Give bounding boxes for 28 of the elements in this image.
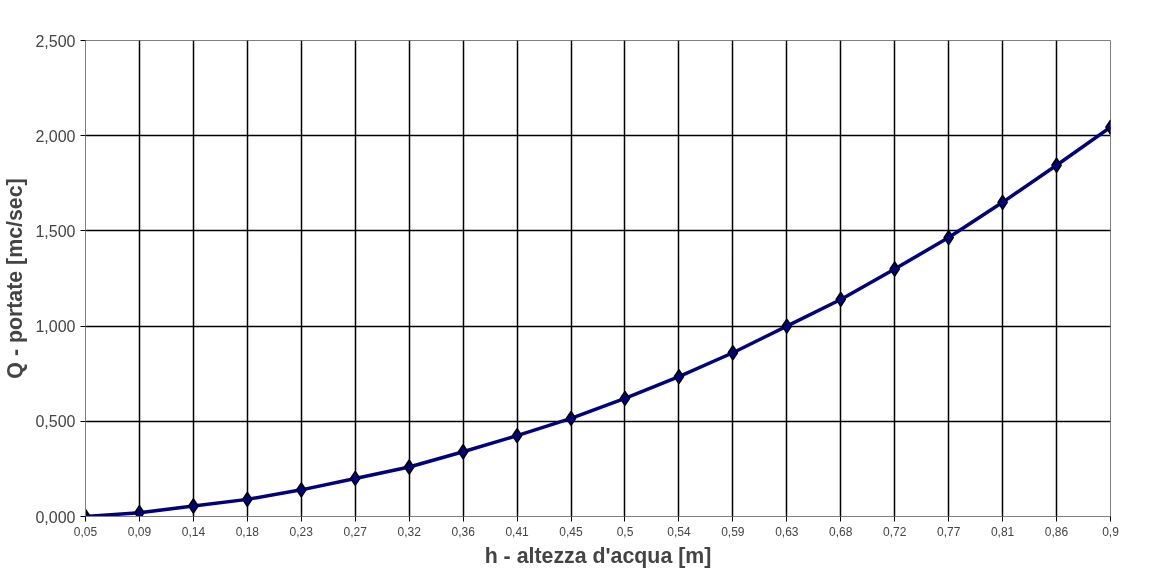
x-tick-label: 0,86 (1044, 524, 1069, 539)
y-tick-label: 2,500 (35, 32, 76, 50)
y-tick-label: 0,000 (35, 508, 76, 526)
y-tick-label: 1,500 (35, 222, 76, 240)
x-tick-label: 0,77 (936, 524, 961, 539)
x-tick-label: 0,14 (181, 524, 206, 539)
x-tick-label: 0,9 (1102, 524, 1120, 539)
x-tick-label: 0,81 (990, 524, 1015, 539)
y-tick-label: 1,000 (35, 318, 76, 336)
x-tick-label: 0,68 (829, 524, 853, 539)
x-tick-label: 0,72 (883, 524, 907, 539)
x-axis-title: h - altezza d'acqua [m] (484, 543, 712, 568)
x-tick-label: 0,54 (667, 524, 691, 539)
y-tick-label: 0,500 (35, 413, 76, 431)
y-axis-title: Q - portate [mc/sec] (3, 178, 28, 379)
x-tick-label: 0,09 (127, 524, 152, 539)
x-tick-label: 0,05 (73, 524, 98, 539)
x-tick-label: 0,45 (559, 524, 584, 539)
x-tick-label: 0,32 (397, 524, 422, 539)
x-tick-label: 0,41 (505, 524, 530, 539)
x-tick-label: 0,59 (721, 524, 745, 539)
x-tick-label: 0,18 (235, 524, 260, 539)
x-tick-label: 0,27 (343, 524, 368, 539)
x-tick-label: 0,63 (775, 524, 799, 539)
y-tick-label: 2,000 (35, 127, 76, 145)
x-tick-label: 0,36 (451, 524, 476, 539)
x-tick-label: 0,5 (616, 524, 634, 539)
x-tick-label: 0,23 (289, 524, 314, 539)
